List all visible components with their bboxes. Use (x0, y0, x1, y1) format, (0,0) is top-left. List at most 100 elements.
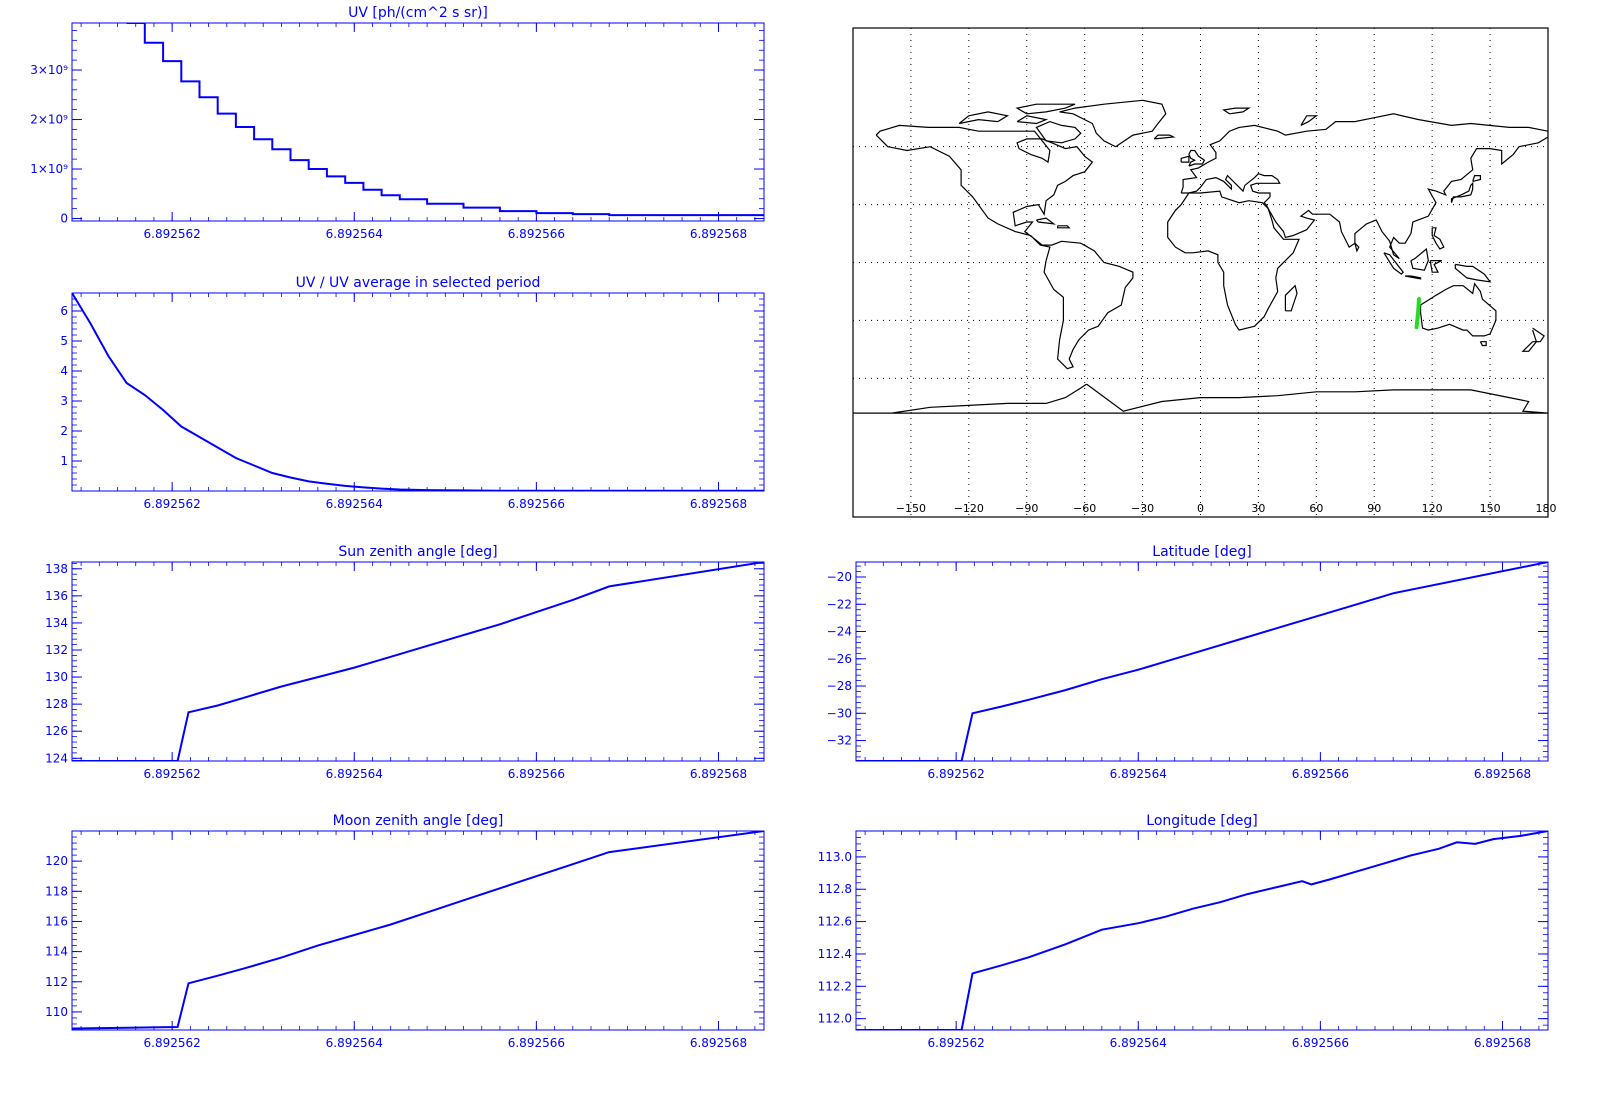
x-tick-label: 6.892562 (144, 497, 201, 511)
x-tick-label: 6.892564 (1110, 1036, 1167, 1050)
plot-frame (71, 830, 765, 1031)
coastline (1429, 260, 1443, 273)
x-tick-label: 6.892568 (690, 767, 747, 781)
y-tick-label: 136 (45, 589, 68, 603)
coastline (1450, 181, 1474, 203)
coastline (1059, 99, 1167, 148)
orbit-track (1414, 297, 1421, 330)
coastline (1420, 282, 1497, 337)
y-tick-label: 1 (60, 454, 68, 468)
y-tick-label: 112.2 (818, 979, 852, 993)
coastline (1410, 247, 1429, 271)
coastline (1454, 263, 1492, 283)
y-tick-label: 114 (45, 945, 68, 959)
coastline (1167, 190, 1300, 331)
y-tick-label: 3 (60, 394, 68, 408)
y-tick-label: 118 (45, 884, 68, 898)
map-lon-label: −30 (1131, 502, 1154, 515)
y-tick-label: 112.8 (818, 882, 852, 896)
coastline (1521, 341, 1538, 352)
map-lon-label: −150 (896, 502, 926, 515)
coastline (853, 383, 1548, 414)
map-lon-label: 180 (1536, 502, 1557, 515)
uv-ratio-panel: UV / UV average in selected period 6.8925… (60, 275, 765, 511)
coastline (1057, 225, 1071, 229)
coastline (1180, 155, 1190, 163)
plot-frame (71, 292, 765, 492)
x-tick-label: 6.892562 (144, 767, 201, 781)
map-lon-label: 120 (1422, 502, 1443, 515)
map-lon-label: 90 (1367, 502, 1381, 515)
chart-title: UV / UV average in selected period (296, 275, 541, 291)
y-tick-label: 5 (60, 334, 68, 348)
y-tick-label: 132 (45, 643, 68, 657)
series-line (72, 831, 764, 1030)
x-tick-label: 6.892562 (144, 227, 201, 241)
y-tick-label: 110 (45, 1005, 68, 1019)
coastline (1532, 327, 1545, 343)
coastline (1035, 120, 1082, 144)
x-tick-label: 6.892562 (928, 767, 985, 781)
y-tick-label: 128 (45, 697, 68, 711)
y-tick-label: 1×10⁹ (30, 162, 68, 176)
y-tick-label: 2×10⁹ (30, 113, 68, 127)
y-tick-label: 3×10⁹ (30, 63, 68, 77)
x-tick-label: 6.892566 (508, 767, 565, 781)
map-lon-label: −60 (1073, 502, 1096, 515)
map-lon-label: 30 (1251, 502, 1265, 515)
y-tick-label: 138 (45, 562, 68, 576)
x-tick-label: 6.892566 (508, 497, 565, 511)
map-lon-label: 150 (1480, 502, 1501, 515)
y-tick-label: 116 (45, 914, 68, 928)
y-tick-label: 130 (45, 670, 68, 684)
x-tick-label: 6.892566 (508, 1036, 565, 1050)
map-lon-label: −120 (954, 502, 984, 515)
latitude-panel: Latitude [deg] 6.892562 6.892564 6.892566 6.… (827, 544, 1549, 781)
coastline (1035, 217, 1056, 225)
plot-frame (855, 830, 1549, 1031)
x-tick-label: 6.892564 (326, 227, 383, 241)
series-line (856, 562, 1548, 761)
map-frame (852, 27, 1549, 518)
x-tick-label: 6.892564 (1110, 767, 1167, 781)
y-tick-label: 124 (45, 751, 68, 765)
x-tick-label: 6.892562 (928, 1036, 985, 1050)
x-tick-label: 6.892568 (690, 497, 747, 511)
y-tick-label: 112 (45, 975, 68, 989)
coastline (1404, 275, 1422, 280)
coastline (1431, 227, 1445, 250)
world-map-panel: −150 −120 −90 −60 −30 0 30 60 90 120 150 180 (852, 27, 1557, 518)
coastline (1284, 284, 1298, 312)
x-tick-label: 6.892564 (326, 497, 383, 511)
chart-title: Moon zenith angle [deg] (333, 813, 504, 829)
y-tick-label: −22 (827, 597, 852, 611)
uv-panel: UV [ph/(cm^2 s sr)] 6.892562 6.892564 6.892… (30, 5, 765, 241)
coastline (1180, 113, 1548, 260)
series-line (72, 562, 764, 761)
y-tick-label: −30 (827, 706, 852, 720)
y-tick-label: 112.4 (818, 947, 852, 961)
coastline (958, 111, 1010, 125)
y-tick-label: 112.6 (818, 915, 852, 929)
y-tick-label: −28 (827, 679, 852, 693)
x-tick-label: 6.892566 (1292, 767, 1349, 781)
y-tick-label: −20 (827, 570, 852, 584)
coastline (1222, 107, 1251, 115)
coastline (1472, 175, 1481, 182)
coastline (1479, 341, 1487, 347)
y-tick-label: 120 (45, 854, 68, 868)
plot-frame (855, 561, 1549, 762)
x-tick-label: 6.892568 (1474, 1036, 1531, 1050)
coastline (1300, 115, 1319, 126)
chart-title: UV [ph/(cm^2 s sr)] (348, 5, 488, 21)
x-tick-label: 6.892566 (508, 227, 565, 241)
coastline (1188, 149, 1206, 167)
coastline (1016, 115, 1049, 125)
chart-title: Sun zenith angle [deg] (338, 544, 497, 560)
y-tick-label: −26 (827, 652, 852, 666)
map-lon-label: 0 (1197, 502, 1204, 515)
coastline (1153, 134, 1176, 140)
x-tick-label: 6.892566 (1292, 1036, 1349, 1050)
y-tick-label: 0 (60, 212, 68, 226)
